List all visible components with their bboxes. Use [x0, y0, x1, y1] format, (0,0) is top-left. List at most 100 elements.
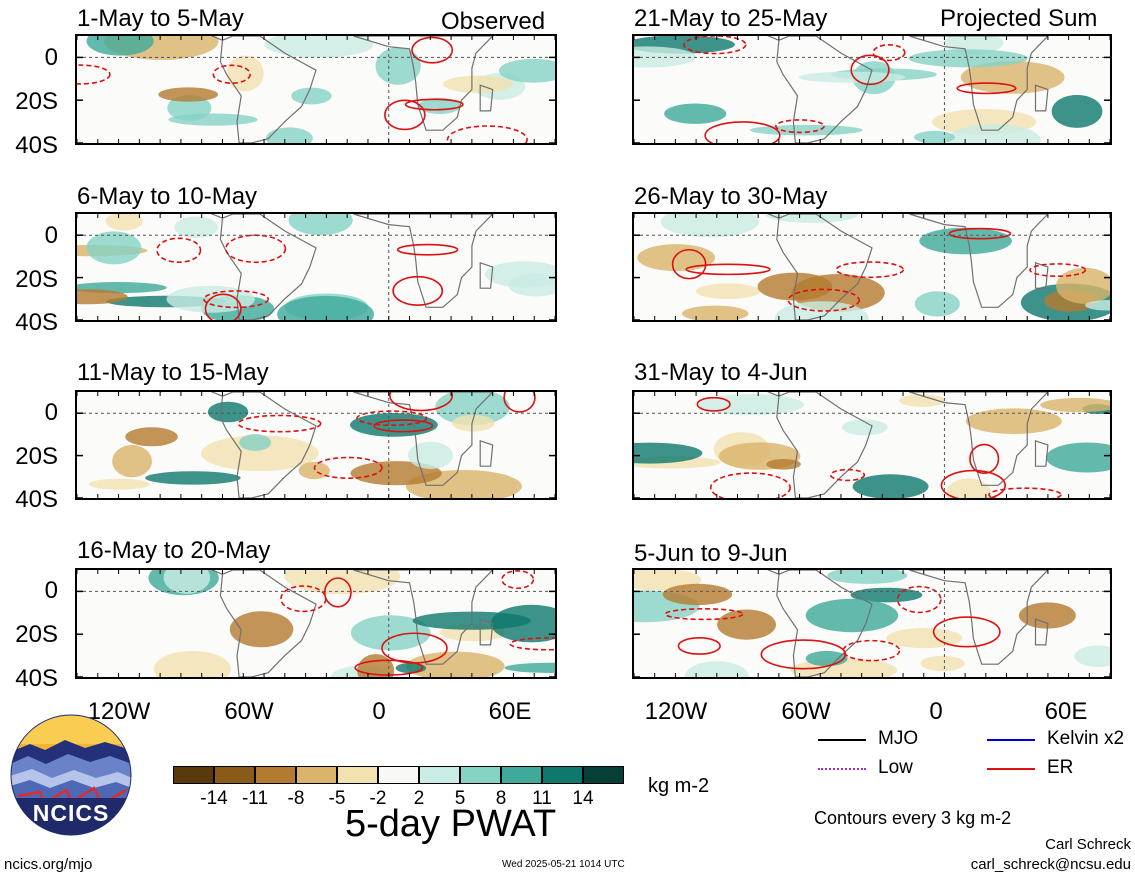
colorbar-swatch	[419, 766, 460, 784]
lat-label-20s: 20S	[15, 88, 58, 115]
er-contour	[896, 585, 942, 614]
er-contour	[280, 585, 327, 613]
anomaly-shading	[765, 214, 859, 223]
footer-timestamp: Wed 2025-05-21 1014 UTC	[502, 859, 625, 870]
er-contour	[988, 487, 1062, 498]
er-contour	[381, 632, 448, 664]
er-contour	[313, 456, 383, 479]
anomaly-shading	[1085, 300, 1110, 311]
legend-mjo-label: MJO	[878, 728, 919, 749]
legend-kelvin-line	[987, 739, 1035, 741]
er-contour	[237, 414, 322, 433]
map-canvas	[634, 570, 1110, 677]
anomaly-shading	[443, 75, 513, 93]
anomaly-shading	[350, 461, 442, 486]
coastline	[1034, 618, 1049, 646]
anomaly-shading	[298, 462, 330, 480]
coastline	[219, 214, 317, 320]
er-contour	[760, 639, 847, 670]
er-contour	[356, 410, 428, 427]
legend-low-line	[818, 768, 866, 770]
er-contour	[396, 243, 459, 256]
coastline	[479, 439, 494, 467]
er-contour	[683, 36, 747, 55]
panel-title: 5-Jun to 9-Jun	[634, 540, 788, 567]
coastline	[479, 261, 494, 289]
coastline	[716, 36, 780, 41]
coastline	[353, 570, 494, 665]
colorbar-swatch	[255, 766, 296, 784]
er-contour	[323, 577, 352, 608]
lon-label-120w: 120W	[87, 698, 151, 725]
colorbar-swatch	[337, 766, 378, 784]
panel-label: Projected Sum	[940, 5, 1098, 32]
map-panel-1	[75, 34, 557, 145]
coastline	[909, 214, 1049, 308]
colorbar-tick-label: 2	[413, 788, 425, 809]
coastline	[219, 570, 317, 677]
lat-label-20s: 20S	[15, 266, 58, 293]
er-contour	[677, 637, 721, 655]
anomaly-shading	[435, 392, 510, 426]
legend-low-label: Low	[878, 757, 913, 778]
legend-mjo-line	[818, 739, 866, 741]
colorbar-tick-label: -8	[287, 788, 305, 809]
er-contour	[940, 469, 1006, 498]
anomaly-shading	[350, 615, 431, 651]
coastline	[353, 214, 494, 308]
panel-title: 1-May to 5-May	[77, 5, 244, 32]
er-contour	[501, 570, 535, 590]
coastline	[716, 570, 780, 575]
lat-label-40s: 40S	[15, 309, 58, 336]
colorbar-swatch	[214, 766, 255, 784]
lat-label-40s: 40S	[15, 486, 58, 513]
coastline	[160, 214, 223, 219]
lon-label-60w: 60W	[781, 698, 831, 725]
coastline	[909, 392, 1049, 486]
er-contour	[224, 234, 287, 264]
anomaly-shading	[174, 216, 218, 239]
colorbar-tick-label: -11	[241, 788, 269, 809]
lat-label-40s: 40S	[15, 132, 58, 159]
anomaly-shading	[284, 570, 401, 595]
anomaly-shading	[685, 661, 749, 677]
anomaly-shading	[77, 289, 128, 305]
er-contour	[373, 419, 434, 433]
anomaly-shading	[841, 419, 888, 436]
anomaly-shading	[1040, 397, 1110, 413]
colorbar-tick-label: -2	[369, 788, 387, 809]
er-contour	[204, 293, 242, 320]
panel-title: 31-May to 4-Jun	[634, 359, 808, 386]
map-canvas	[634, 36, 1110, 143]
anomaly-shading	[919, 227, 1012, 255]
panel-title: 11-May to 15-May	[77, 359, 269, 386]
colorbar-tick-label: 8	[495, 788, 507, 809]
anomaly-shading	[264, 36, 374, 58]
lat-label-0: 0	[44, 44, 58, 71]
er-contour	[203, 290, 269, 309]
anomaly-shading	[112, 444, 152, 478]
anomaly-shading	[291, 87, 332, 105]
lon-label-0: 0	[372, 698, 386, 725]
map-canvas	[77, 214, 555, 320]
map-panel-6	[632, 390, 1112, 500]
anomaly-shading	[805, 650, 848, 667]
panel-label: Observed	[441, 8, 546, 35]
lon-label-60e: 60E	[488, 698, 532, 725]
anomaly-shading	[1056, 267, 1110, 304]
anomaly-shading	[660, 214, 760, 238]
er-contour	[842, 639, 901, 662]
map-canvas	[77, 392, 555, 498]
anomaly-shading	[1074, 645, 1110, 667]
anomaly-shading	[153, 650, 231, 677]
anomaly-shading	[265, 127, 313, 143]
panel-title: 6-May to 10-May	[77, 183, 258, 210]
coastline	[776, 392, 873, 498]
er-contour	[392, 275, 444, 306]
coastline	[219, 392, 317, 498]
map-canvas	[77, 570, 555, 677]
er-contour	[77, 64, 111, 85]
er-contour	[212, 64, 251, 84]
anomaly-shading	[664, 103, 727, 124]
anomaly-shading	[508, 273, 555, 297]
